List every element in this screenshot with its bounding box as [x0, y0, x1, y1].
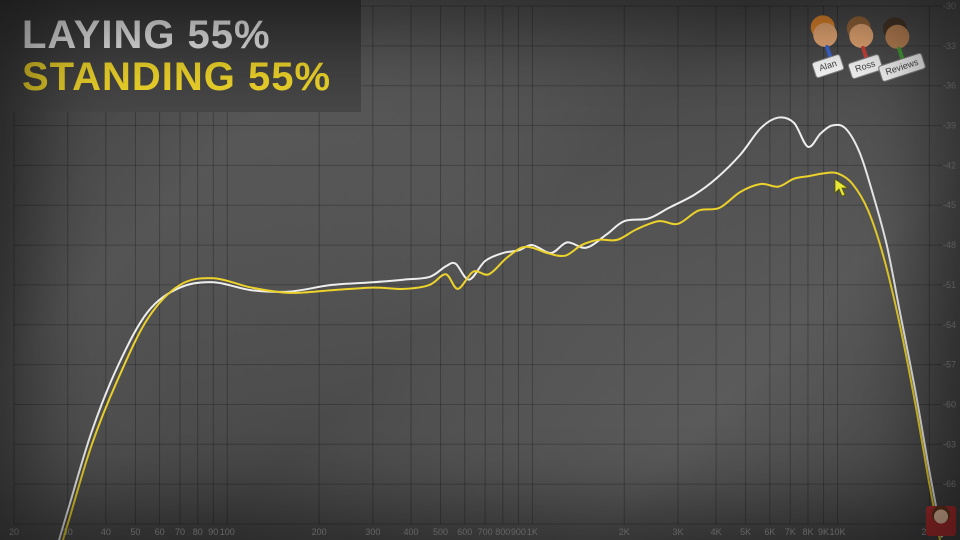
- x-axis-tick-label: 1K: [527, 527, 538, 537]
- y-axis-tick-label: -57: [943, 360, 956, 370]
- x-axis-tick-label: 60: [155, 527, 165, 537]
- x-axis-tick-label: 700: [478, 527, 493, 537]
- y-axis-tick-label: -30: [943, 1, 956, 11]
- x-axis-tick-label: 9K: [818, 527, 829, 537]
- x-axis-tick-label: 400: [403, 527, 418, 537]
- x-axis-tick-label: 70: [175, 527, 185, 537]
- series-laying: [14, 117, 942, 540]
- y-axis-tick-label: -60: [943, 399, 956, 409]
- chart-stage: 2030405060708090100200300400500600700800…: [0, 0, 960, 540]
- x-axis-tick-label: 800: [495, 527, 510, 537]
- user-avatar-thumbnail[interactable]: [926, 506, 956, 536]
- x-axis-tick-label: 10K: [830, 527, 846, 537]
- y-axis-tick-label: -48: [943, 240, 956, 250]
- y-axis-tick-label: -36: [943, 81, 956, 91]
- y-axis-tick-label: -63: [943, 439, 956, 449]
- y-axis-tick-label: -39: [943, 121, 956, 131]
- x-axis-tick-label: 200: [312, 527, 327, 537]
- legend-row-laying: LAYING 55%: [22, 14, 331, 56]
- x-axis-tick-label: 2K: [619, 527, 630, 537]
- x-axis-tick-label: 100: [220, 527, 235, 537]
- x-axis-tick-label: 600: [457, 527, 472, 537]
- x-axis-tick-label: 20: [9, 527, 19, 537]
- x-axis-tick-label: 7K: [785, 527, 796, 537]
- legend-row-standing: STANDING 55%: [22, 56, 331, 98]
- x-axis-tick-label: 8K: [802, 527, 813, 537]
- x-axis-tick-label: 6K: [764, 527, 775, 537]
- x-axis-tick-label: 90: [208, 527, 218, 537]
- y-axis-tick-label: -45: [943, 200, 956, 210]
- x-axis-tick-label: 50: [130, 527, 140, 537]
- y-axis-tick-label: -66: [943, 479, 956, 489]
- x-axis-tick-label: 500: [433, 527, 448, 537]
- x-axis-tick-label: 40: [101, 527, 111, 537]
- x-axis-tick-label: 80: [193, 527, 203, 537]
- x-axis-tick-label: 4K: [711, 527, 722, 537]
- y-axis-tick-label: -51: [943, 280, 956, 290]
- x-axis-tick-label: 5K: [740, 527, 751, 537]
- y-axis-tick-label: -42: [943, 160, 956, 170]
- x-axis-tick-label: 3K: [672, 527, 683, 537]
- x-axis-tick-label: 300: [365, 527, 380, 537]
- series-standing: [14, 172, 942, 540]
- y-axis-tick-label: -54: [943, 320, 956, 330]
- y-axis-tick-label: -33: [943, 41, 956, 51]
- logo-sign-1: Alan: [811, 53, 845, 78]
- x-axis-tick-label: 900: [511, 527, 526, 537]
- legend-box: LAYING 55%STANDING 55%: [0, 0, 361, 112]
